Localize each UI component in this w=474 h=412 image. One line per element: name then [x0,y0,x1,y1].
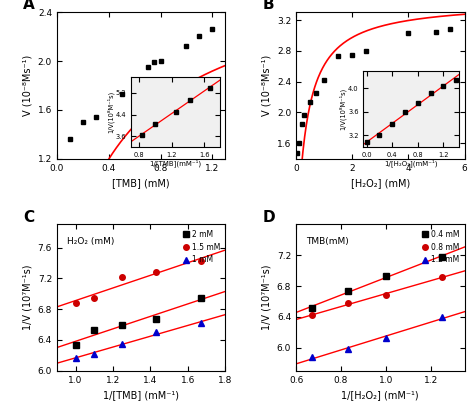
Text: TMB(mM): TMB(mM) [306,236,349,246]
0.4 mM [345,289,351,294]
1.5 mM [153,270,159,275]
Line: 1.5 mM: 1.5 mM [73,259,204,306]
Y-axis label: V (10⁻⁸Ms⁻¹): V (10⁻⁸Ms⁻¹) [261,55,271,116]
Text: A: A [23,0,35,12]
1.5 mM [73,301,78,306]
0.8 mM [345,301,351,306]
1 mM [73,355,78,360]
1 mM [91,351,97,356]
X-axis label: 1/[TMB] (mM⁻¹): 1/[TMB] (mM⁻¹) [103,390,179,400]
2 mM [91,328,97,332]
X-axis label: [TMB] (mM): [TMB] (mM) [112,178,170,188]
0.8 mM [439,274,445,279]
1 mM [198,321,204,325]
Legend: 2 mM, 1.5 mM, 1 mM: 2 mM, 1.5 mM, 1 mM [182,228,221,266]
Line: 2 mM: 2 mM [73,295,204,347]
2 mM [119,322,125,327]
Line: 0.8 mM: 0.8 mM [309,274,445,318]
Line: 1 mM: 1 mM [73,320,204,360]
Y-axis label: 1/V (10⁷M⁻¹s): 1/V (10⁷M⁻¹s) [261,265,271,330]
Y-axis label: 1/V (10⁷M⁻¹s): 1/V (10⁷M⁻¹s) [22,265,32,330]
Text: H₂O₂ (mM): H₂O₂ (mM) [67,236,114,246]
2 mM [73,342,78,347]
0.8 mM [383,293,389,298]
2 mM [153,317,159,322]
2 mM [198,295,204,300]
0.4 mM [383,274,389,279]
1.5 mM [198,259,204,264]
1.2 mM [439,314,445,319]
X-axis label: 1/[H₂O₂] (mM⁻¹): 1/[H₂O₂] (mM⁻¹) [341,390,419,400]
0.4 mM [439,254,445,259]
Y-axis label: V (10⁻⁸Ms⁻¹): V (10⁻⁸Ms⁻¹) [22,55,32,116]
0.4 mM [309,305,315,310]
1.5 mM [91,295,97,300]
Legend: 0.4 mM, 0.8 mM, 1.2 mM: 0.4 mM, 0.8 mM, 1.2 mM [421,228,461,266]
1.2 mM [383,336,389,341]
Text: D: D [263,210,275,225]
Text: C: C [23,210,34,225]
1 mM [153,330,159,335]
Line: 0.4 mM: 0.4 mM [309,254,445,310]
Text: B: B [263,0,274,12]
1.2 mM [345,347,351,352]
1 mM [119,342,125,346]
0.8 mM [309,313,315,318]
X-axis label: [H₂O₂] (mM): [H₂O₂] (mM) [351,178,410,188]
1.2 mM [309,354,315,359]
1.5 mM [119,274,125,279]
Line: 1.2 mM: 1.2 mM [309,314,445,360]
